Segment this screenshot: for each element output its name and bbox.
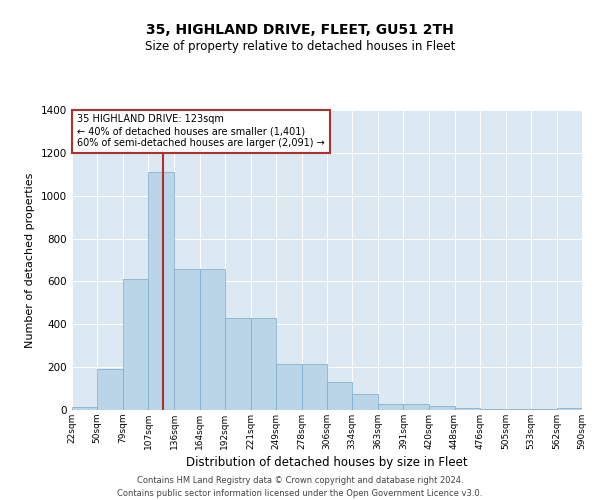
Bar bbox=[531, 409, 557, 410]
Bar bbox=[455, 408, 479, 410]
Bar bbox=[302, 364, 327, 410]
Bar bbox=[557, 408, 582, 410]
Text: Size of property relative to detached houses in Fleet: Size of property relative to detached ho… bbox=[145, 40, 455, 53]
Bar bbox=[403, 404, 430, 410]
Bar bbox=[199, 268, 224, 410]
Text: 35, HIGHLAND DRIVE, FLEET, GU51 2TH: 35, HIGHLAND DRIVE, FLEET, GU51 2TH bbox=[146, 22, 454, 36]
Bar bbox=[378, 404, 403, 410]
Bar bbox=[430, 406, 455, 410]
Bar bbox=[276, 364, 302, 410]
Text: 35 HIGHLAND DRIVE: 123sqm
← 40% of detached houses are smaller (1,401)
60% of se: 35 HIGHLAND DRIVE: 123sqm ← 40% of detac… bbox=[77, 114, 325, 148]
Bar bbox=[175, 268, 199, 410]
Bar bbox=[123, 280, 148, 410]
Bar bbox=[327, 382, 352, 410]
Text: Contains HM Land Registry data © Crown copyright and database right 2024.
Contai: Contains HM Land Registry data © Crown c… bbox=[118, 476, 482, 498]
Bar bbox=[479, 409, 506, 410]
Bar bbox=[352, 394, 378, 410]
Bar bbox=[148, 172, 175, 410]
Bar bbox=[506, 409, 531, 410]
X-axis label: Distribution of detached houses by size in Fleet: Distribution of detached houses by size … bbox=[186, 456, 468, 469]
Bar bbox=[224, 318, 251, 410]
Bar bbox=[251, 318, 276, 410]
Y-axis label: Number of detached properties: Number of detached properties bbox=[25, 172, 35, 348]
Bar bbox=[97, 370, 123, 410]
Bar bbox=[72, 407, 97, 410]
